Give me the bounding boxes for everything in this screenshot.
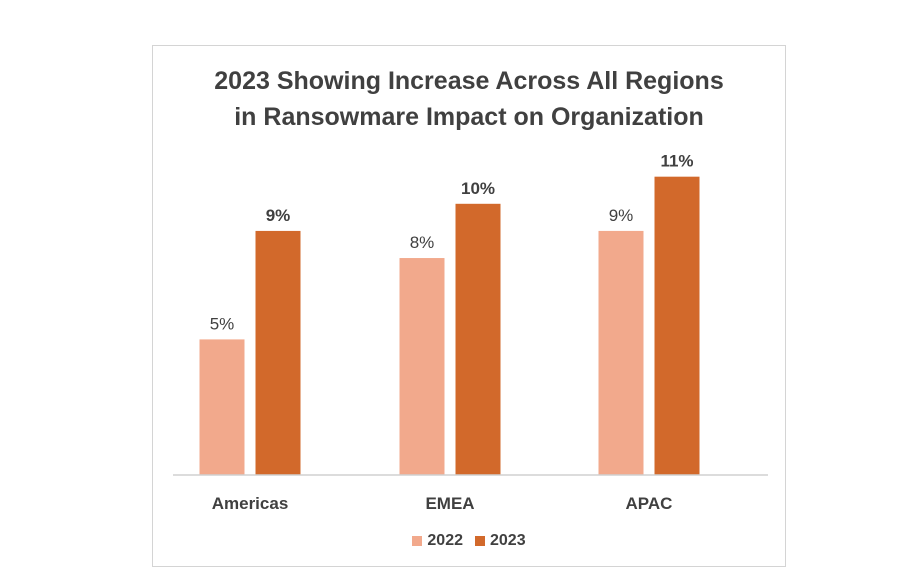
legend-swatch-2022	[412, 536, 423, 546]
x-tick-label-emea: EMEA	[425, 494, 474, 513]
legend-item-2022: 2022	[412, 532, 463, 550]
data-label-apac-2022: 9%	[609, 206, 634, 225]
data-labels-group: 5% 9% 8% 10% 9% 11%	[210, 152, 694, 334]
chart-title: 2023 Showing Increase Across All Regions…	[153, 63, 785, 135]
bar-emea-2023	[455, 203, 501, 476]
legend-label-2022: 2022	[427, 532, 463, 549]
bar-plot: 5% 9% 8% 10% 9% 11% Americas EMEA APAC	[173, 152, 768, 513]
bar-americas-2022	[199, 339, 245, 475]
data-label-americas-2023: 9%	[266, 206, 291, 225]
x-tick-label-apac: APAC	[626, 494, 673, 513]
x-tick-label-americas: Americas	[212, 494, 289, 513]
data-label-apac-2023: 11%	[660, 152, 693, 171]
x-tick-labels-group: Americas EMEA APAC	[212, 494, 673, 513]
bar-emea-2022	[399, 258, 445, 475]
bar-apac-2022	[598, 230, 644, 475]
bar-americas-2023	[255, 230, 301, 475]
data-label-americas-2022: 5%	[210, 314, 235, 333]
data-label-emea-2022: 8%	[410, 233, 435, 252]
legend-label-2023: 2023	[490, 532, 526, 549]
chart-frame: 2023 Showing Increase Across All Regions…	[152, 45, 786, 567]
chart-title-line-1: 2023 Showing Increase Across All Regions	[214, 67, 724, 95]
legend-swatch-2023	[475, 536, 485, 546]
data-label-emea-2023: 10%	[461, 179, 495, 198]
legend: 2022 2023	[153, 532, 785, 550]
chart-title-line-2: in Ransowmare Impact on Organization	[234, 103, 704, 131]
legend-item-2023: 2023	[475, 532, 526, 550]
bar-apac-2023	[654, 176, 700, 475]
bars-group	[199, 176, 700, 476]
